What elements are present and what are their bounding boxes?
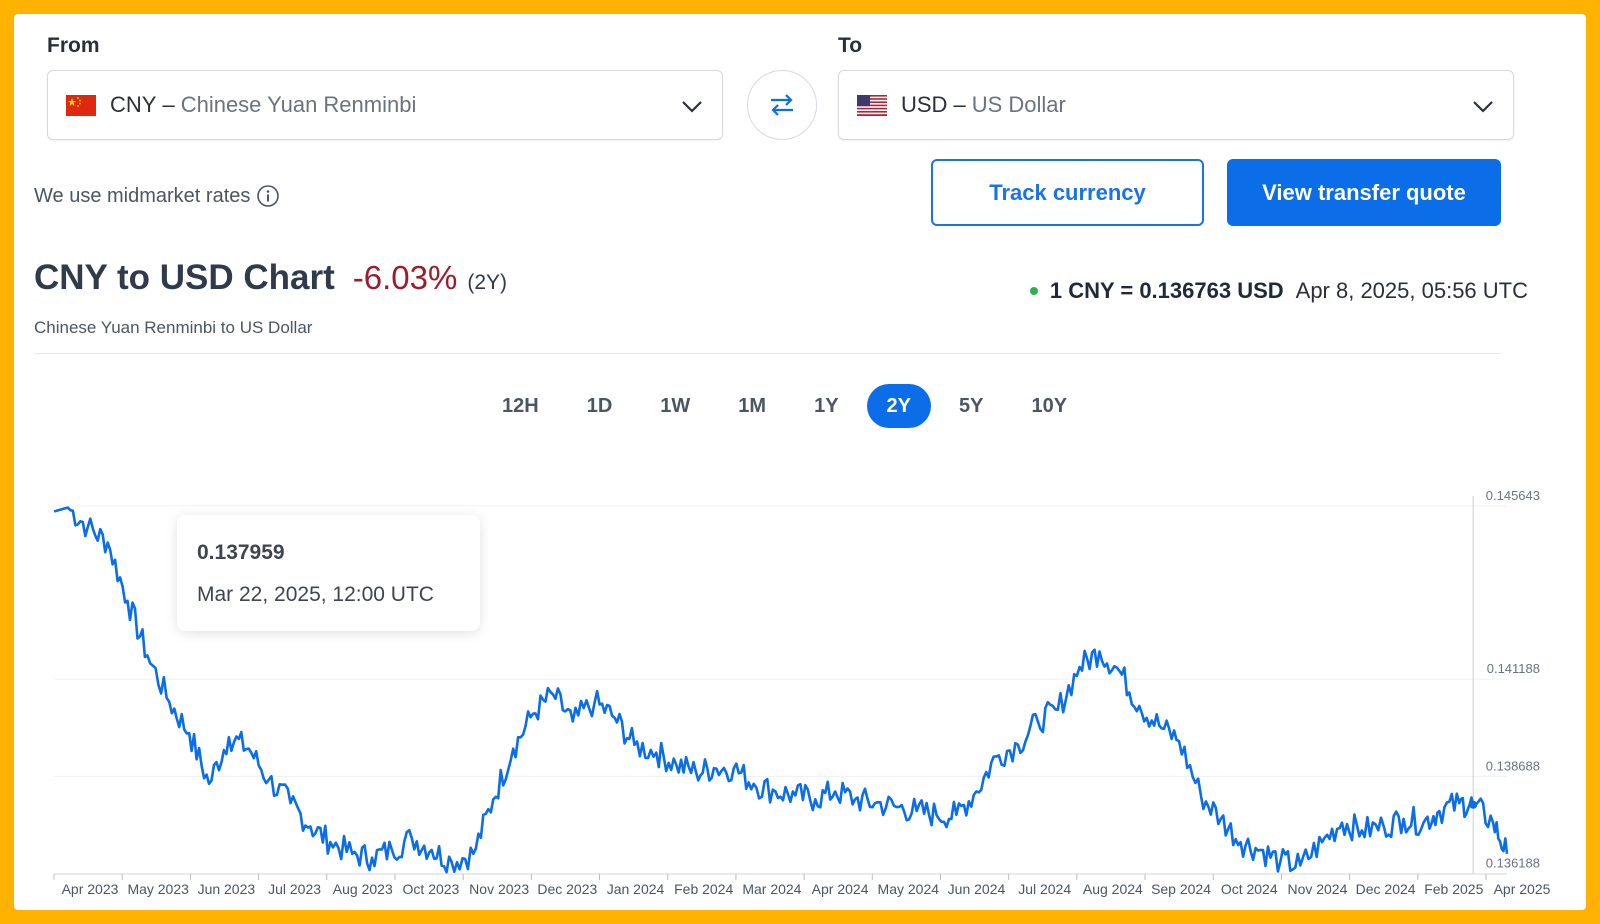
y-tick-label: 0.138688 (1486, 758, 1540, 773)
rate-series-line (53, 506, 1509, 874)
x-tick-label: Dec 2023 (537, 881, 597, 897)
chevron-down-icon (682, 101, 702, 113)
swap-currencies-button[interactable] (747, 70, 817, 140)
from-currency-code: CNY (110, 92, 157, 117)
x-tick-label: Oct 2024 (1221, 881, 1278, 897)
chart-tooltip: 0.137959 Mar 22, 2025, 12:00 UTC (177, 515, 480, 631)
x-tick-label: Jan 2024 (607, 881, 665, 897)
x-tick-label: Feb 2024 (674, 881, 733, 897)
to-label: To (838, 34, 863, 57)
x-tick-label: Aug 2023 (333, 881, 393, 897)
range-1d-button[interactable]: 1D (586, 394, 613, 417)
x-tick-label: Jul 2024 (1018, 881, 1071, 897)
to-currency-name: US Dollar (971, 92, 1066, 117)
change-percent: -6.03% (352, 259, 458, 296)
from-currency-dash: – (162, 92, 175, 117)
tooltip-date: Mar 22, 2025, 12:00 UTC (197, 583, 434, 606)
y-tick-label: 0.141188 (1487, 661, 1540, 676)
track-currency-button[interactable]: Track currency (931, 159, 1204, 226)
live-rate: 1 CNY = 0.136763 USD Apr 8, 2025, 05:56 … (1029, 278, 1528, 304)
live-status-dot (1029, 287, 1038, 295)
tooltip-value: 0.137959 (197, 541, 285, 564)
x-tick-label: May 2024 (878, 881, 940, 897)
chart-subtitle: Chinese Yuan Renminbi to US Dollar (34, 318, 313, 337)
chevron-down-icon (1473, 101, 1493, 113)
to-currency-select[interactable]: USD – US Dollar (838, 70, 1514, 140)
range-selector: 12H 1D 1W 1M 1Y 2Y 5Y 10Y (482, 384, 1095, 428)
x-tick-label: Apr 2024 (812, 881, 869, 897)
x-tick-label: Oct 2023 (403, 881, 460, 897)
x-tick-label: Apr 2023 (62, 881, 119, 897)
x-tick-label: May 2023 (127, 881, 189, 897)
divider (34, 353, 1501, 354)
range-1w-button[interactable]: 1W (660, 394, 691, 417)
hover-point (1469, 800, 1478, 809)
x-tick-label: Jun 2024 (948, 881, 1006, 897)
china-flag-icon (66, 94, 96, 116)
x-tick-label: Jun 2023 (198, 881, 256, 897)
to-currency-dash: – (953, 92, 966, 117)
info-icon[interactable] (256, 184, 280, 208)
change-period: (2Y) (467, 271, 508, 294)
rate-value: 1 CNY = 0.136763 USD (1049, 278, 1284, 303)
rate-timestamp: Apr 8, 2025, 05:56 UTC (1295, 278, 1528, 303)
x-tick-label: Apr 2025 (1494, 881, 1551, 897)
chart-title: CNY to USD Chart (34, 258, 335, 297)
from-label: From (47, 34, 100, 57)
y-tick-label: 0.136188 (1486, 856, 1540, 871)
from-currency-select[interactable]: CNY – Chinese Yuan Renminbi (47, 70, 723, 140)
range-1m-button[interactable]: 1M (738, 394, 767, 417)
x-tick-label: Jul 2023 (268, 881, 321, 897)
x-tick-label: Nov 2023 (469, 881, 529, 897)
midmarket-note: We use midmarket rates (34, 184, 280, 208)
midmarket-text: We use midmarket rates (34, 184, 251, 207)
chart-heading: CNY to USD Chart -6.03% (2Y) (34, 258, 507, 298)
swap-arrows-icon (771, 94, 793, 116)
y-tick-label: 0.145643 (1486, 488, 1540, 503)
view-transfer-quote-button[interactable]: View transfer quote (1227, 159, 1501, 226)
from-currency-name: Chinese Yuan Renminbi (180, 92, 417, 117)
x-tick-label: Sep 2024 (1151, 881, 1211, 897)
usa-flag-icon (857, 94, 887, 116)
to-currency-code: USD (901, 92, 948, 117)
range-5y-button[interactable]: 5Y (959, 394, 984, 417)
x-tick-label: Aug 2024 (1083, 881, 1143, 897)
range-1y-button[interactable]: 1Y (814, 394, 839, 417)
range-10y-button[interactable]: 10Y (1031, 394, 1068, 417)
range-12h-button[interactable]: 12H (502, 394, 539, 417)
x-tick-label: Dec 2024 (1356, 881, 1416, 897)
x-tick-label: Nov 2024 (1287, 881, 1347, 897)
range-2y-button[interactable]: 2Y (866, 384, 932, 428)
x-tick-label: Feb 2025 (1424, 881, 1483, 897)
x-tick-label: Mar 2024 (742, 881, 801, 897)
